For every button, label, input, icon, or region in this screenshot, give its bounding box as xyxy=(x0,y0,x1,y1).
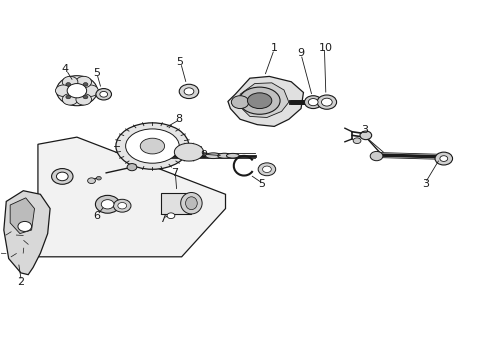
Text: 6: 6 xyxy=(93,211,100,221)
Ellipse shape xyxy=(179,84,199,99)
Ellipse shape xyxy=(239,87,280,114)
Ellipse shape xyxy=(56,172,68,181)
Ellipse shape xyxy=(83,82,88,86)
Ellipse shape xyxy=(125,129,179,163)
Ellipse shape xyxy=(83,85,98,96)
Ellipse shape xyxy=(247,93,272,109)
Ellipse shape xyxy=(76,76,92,88)
Ellipse shape xyxy=(66,95,71,99)
Ellipse shape xyxy=(258,163,276,176)
Ellipse shape xyxy=(226,153,239,158)
Ellipse shape xyxy=(18,221,31,231)
Ellipse shape xyxy=(56,76,98,106)
Ellipse shape xyxy=(186,197,197,210)
Ellipse shape xyxy=(67,84,87,98)
Ellipse shape xyxy=(88,178,96,184)
Ellipse shape xyxy=(96,195,120,213)
Ellipse shape xyxy=(317,95,337,109)
Ellipse shape xyxy=(114,199,131,212)
Text: 1: 1 xyxy=(271,43,278,53)
Ellipse shape xyxy=(360,131,372,140)
Text: 3: 3 xyxy=(361,125,368,135)
Ellipse shape xyxy=(304,96,322,109)
Ellipse shape xyxy=(76,94,92,105)
Ellipse shape xyxy=(62,76,78,88)
Text: 2: 2 xyxy=(17,277,24,287)
Polygon shape xyxy=(228,76,303,126)
Ellipse shape xyxy=(181,193,202,214)
Ellipse shape xyxy=(440,156,448,161)
Ellipse shape xyxy=(218,153,231,158)
Ellipse shape xyxy=(205,153,221,158)
Ellipse shape xyxy=(353,138,361,144)
Text: 7: 7 xyxy=(171,168,178,178)
Ellipse shape xyxy=(101,200,114,209)
Ellipse shape xyxy=(51,168,73,184)
Ellipse shape xyxy=(184,88,194,95)
Polygon shape xyxy=(240,83,289,117)
Ellipse shape xyxy=(140,138,165,154)
Text: 10: 10 xyxy=(318,43,332,53)
Text: 3: 3 xyxy=(422,179,429,189)
Text: 5: 5 xyxy=(259,179,266,189)
Ellipse shape xyxy=(308,99,318,106)
Polygon shape xyxy=(4,191,50,275)
Ellipse shape xyxy=(370,152,383,161)
Ellipse shape xyxy=(66,82,71,86)
Ellipse shape xyxy=(321,98,332,106)
Ellipse shape xyxy=(83,95,88,99)
Ellipse shape xyxy=(116,123,189,169)
Text: 4: 4 xyxy=(61,64,68,74)
Ellipse shape xyxy=(118,203,126,209)
Ellipse shape xyxy=(96,89,112,100)
Ellipse shape xyxy=(97,176,101,180)
Text: 5: 5 xyxy=(176,57,183,67)
Ellipse shape xyxy=(127,163,137,171)
Ellipse shape xyxy=(174,143,203,161)
Ellipse shape xyxy=(263,166,271,172)
Polygon shape xyxy=(38,137,225,257)
Ellipse shape xyxy=(435,152,453,165)
Text: 5: 5 xyxy=(93,68,100,78)
Ellipse shape xyxy=(62,94,78,105)
Ellipse shape xyxy=(167,213,175,219)
FancyBboxPatch shape xyxy=(161,193,192,214)
Text: 7: 7 xyxy=(159,214,166,224)
Polygon shape xyxy=(10,198,34,234)
Ellipse shape xyxy=(100,91,108,97)
Text: 8: 8 xyxy=(175,114,183,124)
Text: 9: 9 xyxy=(297,48,305,58)
Ellipse shape xyxy=(55,85,71,96)
Ellipse shape xyxy=(231,96,249,109)
Text: 9: 9 xyxy=(200,150,207,160)
